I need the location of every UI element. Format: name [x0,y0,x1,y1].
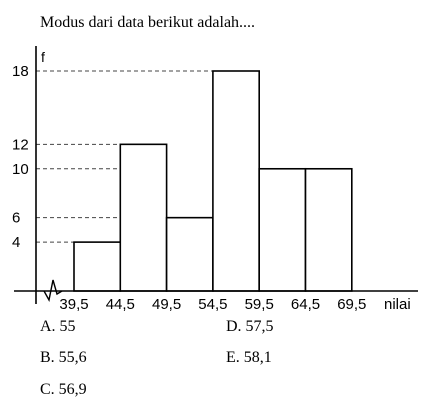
axis-break-mark [43,279,63,303]
histogram-bar [73,241,122,292]
x-tick-label: 54,5 [198,296,227,313]
y-tick-label: 12 [12,136,29,153]
histogram-bar [165,216,214,292]
option-d[interactable]: D. 57,5 [226,318,274,335]
option-a[interactable]: A. 55 [40,318,76,335]
x-tick-label: 59,5 [245,296,274,313]
histogram-bar [119,143,168,292]
x-tick-label: 49,5 [152,296,181,313]
y-axis-label: f [41,49,45,65]
x-tick-label: 44,5 [106,296,135,313]
question-text: Modus dari data berikut adalah.... [40,14,256,31]
option-c[interactable]: C. 56,9 [40,381,87,398]
x-tick-label: 69,5 [337,296,366,313]
y-tick-label: 18 [12,63,29,80]
y-tick-label: 6 [12,210,20,227]
y-tick-label: 10 [12,161,29,178]
x-tick-label: 64,5 [291,296,320,313]
histogram-bar [258,167,307,292]
histogram-bar [304,167,353,292]
x-axis-label: nilai [384,296,411,313]
option-e[interactable]: E. 58,1 [226,349,272,366]
histogram-bar [212,70,260,292]
y-tick-label: 4 [12,234,20,251]
option-b[interactable]: B. 55,6 [40,349,87,366]
x-tick-label: 39,5 [59,296,88,313]
